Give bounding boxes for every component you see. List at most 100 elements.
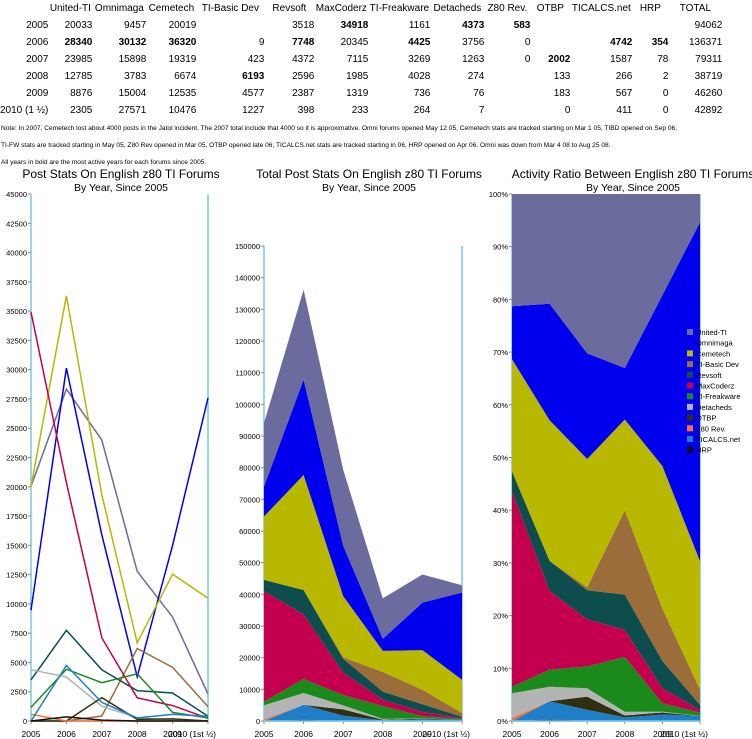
table-cell	[530, 17, 570, 34]
legend-label: Detacheds	[696, 403, 732, 412]
legend-label: MaxCoderz	[696, 382, 735, 391]
table-cell: 15898	[118, 54, 147, 65]
year-cell: 2007	[26, 54, 49, 65]
legend-swatch	[687, 339, 693, 346]
x-tick-label: 2007	[92, 729, 111, 739]
y-tick-label: 40000	[239, 590, 260, 599]
legend-label: OTBP	[696, 414, 716, 423]
y-tick-label: 30%	[493, 559, 508, 568]
legend-swatch	[687, 371, 693, 378]
legend-swatch	[687, 446, 693, 453]
x-tick-label: 2008	[373, 729, 392, 739]
year-cell: 2006	[26, 37, 49, 48]
table-cell: 4372	[292, 54, 315, 65]
table-cell: 583	[513, 20, 531, 31]
column-header: Z80 Rev.	[487, 3, 528, 14]
table-cell: 94062	[694, 20, 723, 31]
table-cell: 4373	[462, 20, 485, 31]
y-tick-label: 50%	[493, 454, 508, 463]
notes: Note: In 2007, Cemetech lost about 4000 …	[1, 120, 751, 171]
note-line: All years in bold are the most active ye…	[1, 159, 207, 166]
table-cell: 4425	[408, 37, 431, 48]
legend-label: Revsoft	[696, 371, 722, 380]
table-cell: 0	[662, 105, 669, 116]
table-cell: 133	[553, 71, 571, 82]
x-tick-label: 2006	[294, 729, 313, 739]
table-cell: 1985	[346, 71, 369, 82]
y-tick-label: 20000	[239, 654, 260, 663]
series-line	[30, 387, 209, 695]
table-cell: 1587	[610, 54, 633, 65]
series-line	[31, 696, 209, 722]
y-tick-label: 110000	[236, 369, 260, 378]
y-tick-label: 70%	[493, 348, 508, 357]
table-cell	[484, 85, 530, 102]
x-tick-label: 2007	[334, 729, 353, 739]
y-tick-label: 60000	[239, 527, 260, 536]
note-line: Note: In 2007, Cemetech lost about 4000 …	[1, 125, 678, 132]
y-tick-label: 90000	[239, 432, 260, 441]
legend-label: Omnimaga	[696, 339, 734, 348]
series-area	[512, 686, 700, 718]
table-row: 2009 8876 15004 12535 4577 2387 1319 736 76 183 56…	[0, 85, 722, 102]
x-tick-label: 2005	[22, 729, 41, 739]
table-cell: 12535	[168, 88, 197, 99]
table-cell: 6674	[174, 71, 197, 82]
x-tick-label: 2008	[615, 729, 634, 739]
table-cell: 12785	[64, 71, 93, 82]
y-tick-label: 10000	[6, 600, 27, 609]
chart-title: Total Post Stats On English z80 TI Forum…	[256, 167, 482, 181]
y-tick-label: 90%	[493, 243, 508, 252]
table-cell: 36320	[168, 37, 197, 48]
y-tick-label: 27500	[6, 395, 27, 404]
table-cell: 8876	[70, 88, 93, 99]
series-area	[264, 579, 462, 717]
series-line	[30, 664, 209, 722]
series-area	[512, 222, 700, 562]
year-cell: 2005	[26, 20, 49, 31]
table-cell: 7748	[292, 37, 315, 48]
table-cell: 1263	[462, 54, 485, 65]
legend-label: TICALCS.net	[696, 435, 741, 444]
x-tick-label: 2009	[163, 729, 182, 739]
table-cell: 2	[662, 71, 669, 82]
series-area	[264, 693, 462, 720]
y-tick-label: 45000	[6, 190, 27, 199]
legend-swatch	[687, 425, 693, 432]
table-cell: 38719	[694, 71, 723, 82]
series-area	[512, 471, 700, 710]
table-cell: 7115	[346, 54, 369, 65]
column-header: OTBP	[536, 3, 564, 14]
y-tick-label: 37500	[6, 278, 27, 287]
table-cell: 6193	[242, 71, 265, 82]
y-tick-label: 60%	[493, 401, 508, 410]
y-tick-label: 120000	[235, 337, 260, 346]
table-cell	[570, 17, 632, 34]
y-tick-label: 80%	[493, 295, 508, 304]
table-cell: 233	[351, 105, 369, 116]
table-cell: 28340	[64, 37, 93, 48]
chart-subtitle: By Year, Since 2005	[586, 182, 680, 194]
y-tick-label: 32500	[6, 336, 27, 345]
table-cell: 4577	[242, 88, 265, 99]
column-header: MaxCoderz	[315, 3, 367, 14]
y-tick-label: 30000	[6, 366, 27, 375]
table-cell: 264	[413, 105, 431, 116]
table-cell: 0	[524, 54, 531, 65]
y-tick-label: 80000	[239, 464, 260, 473]
series-area	[512, 696, 700, 718]
chart-subtitle: By Year, Since 2005	[74, 182, 168, 194]
series-area	[512, 491, 700, 713]
table-cell: 3783	[124, 71, 147, 82]
y-tick-label: 20000	[6, 483, 27, 492]
column-header: Detacheds	[433, 3, 482, 14]
y-tick-label: 70000	[239, 495, 260, 504]
table-cell: 78	[657, 54, 669, 65]
y-tick-label: 5000	[10, 658, 27, 667]
series-area	[264, 704, 462, 721]
column-header: United-TI	[49, 3, 91, 14]
x-tick-label: 2010 (1st ½)	[168, 729, 216, 739]
table-cell: 19319	[168, 54, 197, 65]
note-line: TI-FW stats are tracked starting in May …	[1, 142, 611, 149]
